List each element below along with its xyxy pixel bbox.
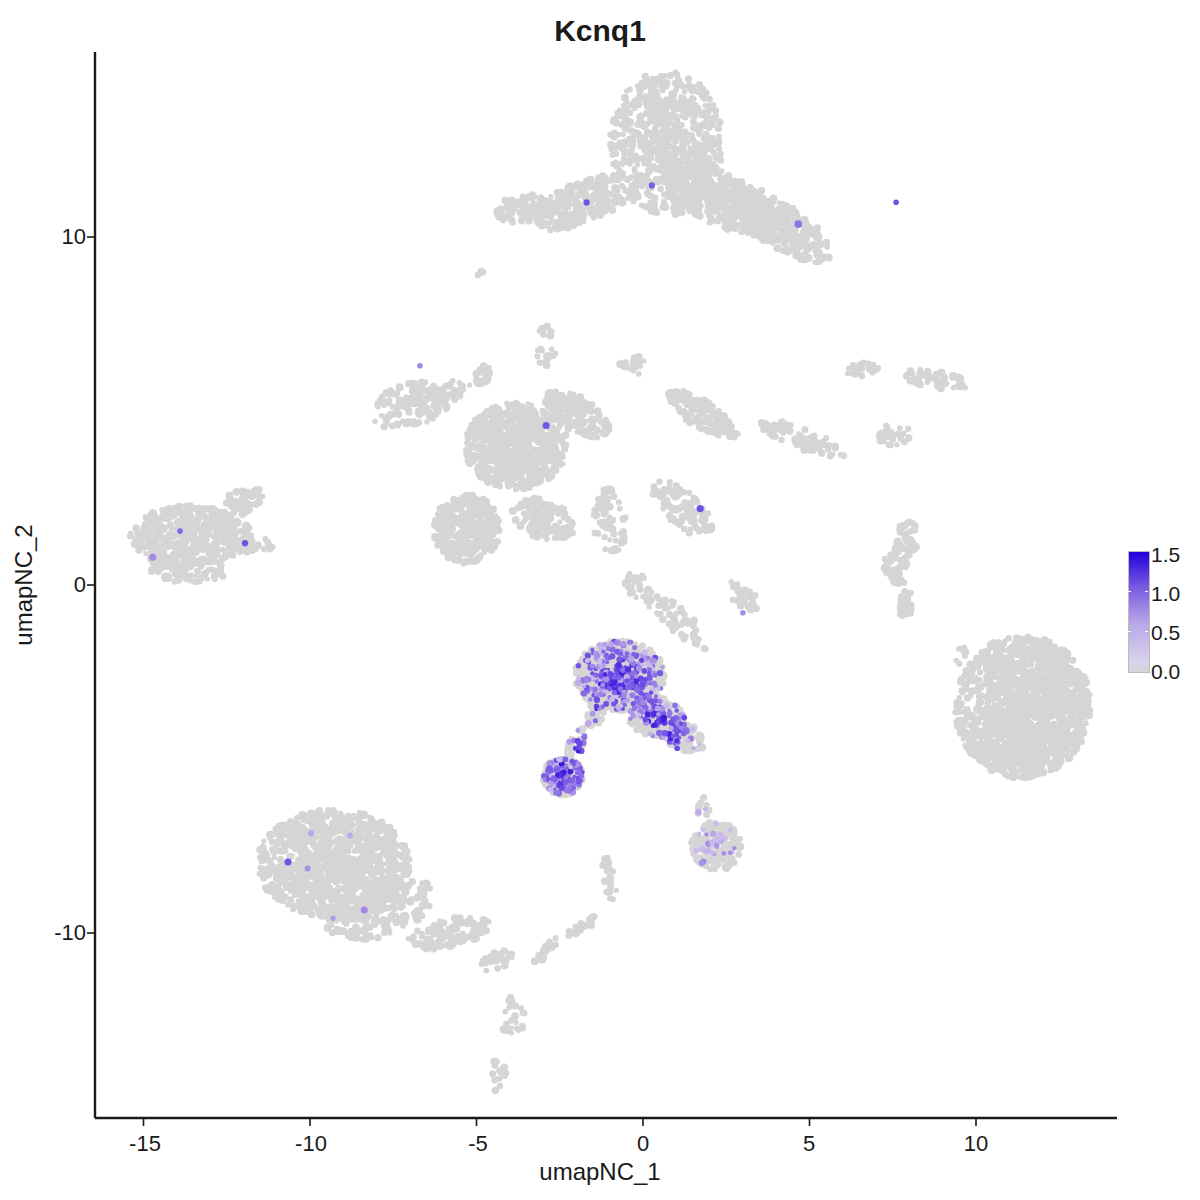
svg-text:umapNC_2: umapNC_2	[10, 524, 37, 645]
